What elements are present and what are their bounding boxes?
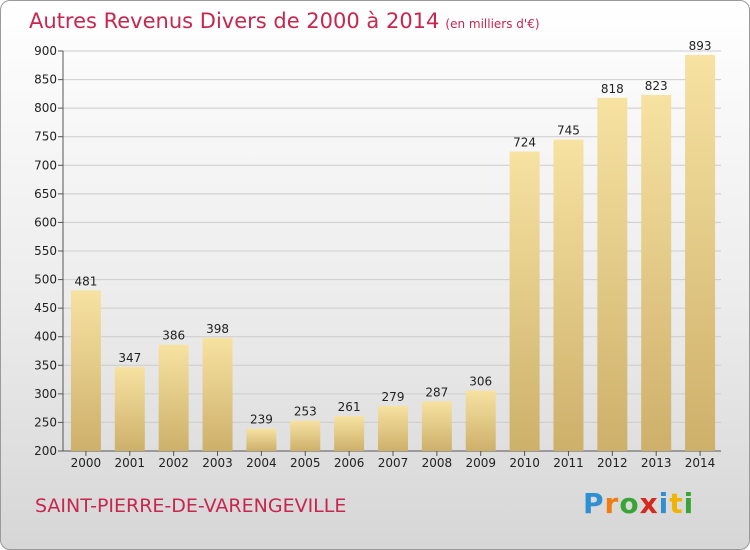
bar <box>597 97 628 451</box>
bar-value-label: 287 <box>425 385 448 399</box>
bar-value-label: 347 <box>118 351 141 365</box>
x-tick-label: 2004 <box>246 456 277 470</box>
y-tick-label: 600 <box>34 215 57 229</box>
x-tick-label: 2000 <box>71 456 102 470</box>
bar-value-label: 745 <box>557 124 580 138</box>
bar-value-label: 398 <box>206 322 229 336</box>
y-tick-label: 800 <box>34 101 57 115</box>
commune-name: SAINT-PIERRE-DE-VARENGEVILLE <box>35 495 347 517</box>
bars <box>70 55 716 452</box>
bar-value-label: 818 <box>601 82 624 96</box>
x-tick-label: 2001 <box>115 456 146 470</box>
value-labels: 481 347 386 398 239 253 261 279 287 306 724 745 818 8… <box>74 39 711 427</box>
logo-letter: P <box>583 487 605 520</box>
y-tick-label: 400 <box>34 330 57 344</box>
bar-value-label: 823 <box>645 79 668 93</box>
y-tick-label: 750 <box>34 130 57 144</box>
x-tick-label: 2008 <box>422 456 453 470</box>
x-tick-label: 2013 <box>641 456 672 470</box>
proxiti-logo: Proxiti <box>583 487 694 520</box>
y-tick-label: 650 <box>34 187 57 201</box>
y-tick-label: 700 <box>34 158 57 172</box>
x-tick-label: 2014 <box>685 456 716 470</box>
y-tick-label: 900 <box>34 44 57 58</box>
y-tick-label: 250 <box>34 415 57 429</box>
logo-letter: i <box>658 487 670 520</box>
bar <box>509 151 540 452</box>
logo-letter: r <box>604 487 620 520</box>
y-tick-label: 850 <box>34 73 57 87</box>
logo-letter: t <box>669 487 684 520</box>
bar-value-label: 306 <box>469 374 492 388</box>
bar <box>553 139 584 452</box>
bar-value-label: 253 <box>294 405 317 419</box>
bar <box>246 428 277 451</box>
bar-value-label: 724 <box>513 136 536 150</box>
bar <box>158 344 189 451</box>
chart-subtitle: (en milliers d'€) <box>445 17 540 31</box>
x-tick-label: 2009 <box>465 456 496 470</box>
bar <box>465 390 496 451</box>
y-tick-label: 450 <box>34 301 57 315</box>
x-tick-label: 2012 <box>597 456 628 470</box>
bar <box>641 95 672 451</box>
x-tick-label: 2010 <box>509 456 540 470</box>
tick-labels: 200 250 300 350 400 450 500 550 600 650 700 750 800 8… <box>34 44 715 470</box>
y-tick-label: 550 <box>34 244 57 258</box>
x-tick-label: 2003 <box>202 456 233 470</box>
bar <box>378 405 408 451</box>
bar-value-label: 261 <box>338 400 361 414</box>
bar-value-label: 239 <box>250 413 273 427</box>
bar <box>70 290 101 451</box>
bar-value-label: 481 <box>74 274 97 288</box>
y-tick-label: 200 <box>34 444 57 458</box>
logo-letter: x <box>639 487 659 520</box>
logo-letter: o <box>619 487 640 520</box>
chart-title: Autres Revenus Divers de 2000 à 2014 (en … <box>29 9 540 33</box>
logo-letter: i <box>683 487 695 520</box>
bar <box>290 420 321 451</box>
bar-value-label: 893 <box>689 39 712 53</box>
x-tick-label: 2002 <box>158 456 189 470</box>
y-tick-label: 350 <box>34 358 57 372</box>
x-tick-label: 2011 <box>553 456 584 470</box>
bar-value-label: 279 <box>382 390 405 404</box>
title-text: Autres Revenus Divers de 2000 à 2014 <box>29 9 440 33</box>
x-tick-label: 2006 <box>334 456 365 470</box>
y-tick-label: 500 <box>34 273 57 287</box>
bar <box>114 367 145 451</box>
bar <box>202 337 233 451</box>
bar <box>334 416 365 451</box>
bar <box>421 401 452 451</box>
x-tick-label: 2005 <box>290 456 321 470</box>
x-tick-label: 2007 <box>378 456 409 470</box>
y-tick-label: 300 <box>34 387 57 401</box>
bar-value-label: 386 <box>162 329 185 343</box>
bar <box>685 55 716 451</box>
